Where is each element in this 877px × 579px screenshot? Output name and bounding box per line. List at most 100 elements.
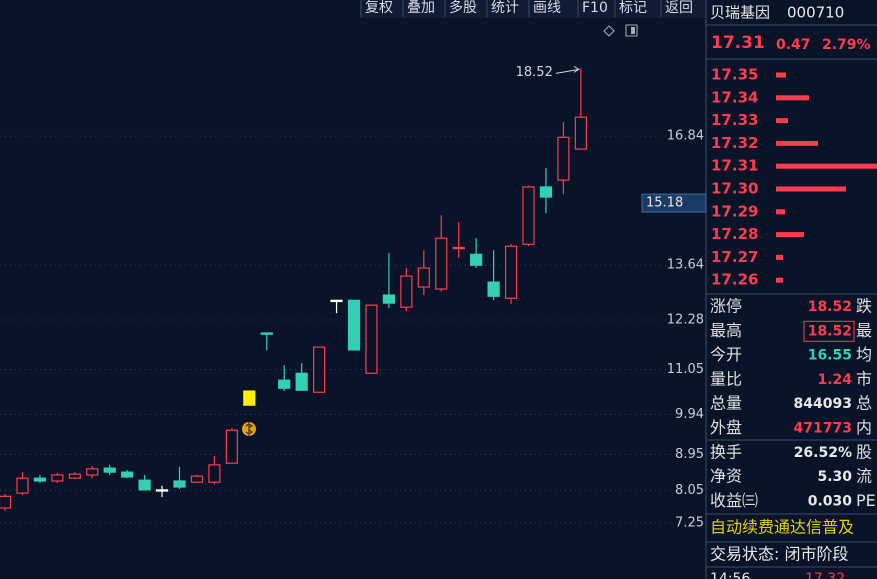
- candle-body: [539, 186, 553, 198]
- toolbar-button[interactable]: 返回: [665, 0, 693, 16]
- tick-time: 14:56: [710, 571, 750, 579]
- book-volume-bar: [776, 254, 783, 260]
- stat-label: 总量: [710, 394, 742, 413]
- candle-body: [86, 468, 99, 476]
- candle-body: [295, 372, 308, 391]
- candle-body: [347, 299, 361, 351]
- stat-label: 净资: [710, 467, 742, 486]
- cursor-box: [641, 193, 707, 213]
- stat-next: 流: [856, 467, 872, 486]
- candle-body: [313, 346, 326, 393]
- stat-next: 跌: [856, 297, 872, 316]
- trade-status: 交易状态: 闭市阶段: [710, 545, 848, 564]
- change-pct: 2.79%: [822, 37, 871, 53]
- candle-body: [330, 299, 343, 303]
- book-price: 17.34: [711, 88, 758, 106]
- stat-next: 最: [856, 321, 872, 340]
- candle-body: [121, 471, 134, 478]
- book-price: 17.35: [711, 66, 758, 84]
- book-volume-bar: [776, 118, 788, 124]
- stat-box: [803, 320, 855, 342]
- candle-body: [574, 116, 587, 150]
- stat-value: 471773: [794, 421, 852, 437]
- cursor-label: 15.18: [646, 196, 683, 211]
- book-price: 17.33: [711, 111, 758, 129]
- stat-label: 今开: [710, 345, 742, 364]
- stat-label: 涨停: [710, 297, 742, 316]
- stat-label: 量比: [710, 369, 742, 388]
- candle-body: [138, 479, 151, 491]
- stat-label: 收益㈢: [710, 491, 758, 510]
- stat-next: 市: [856, 369, 872, 388]
- stat-value: 16.55: [808, 348, 852, 364]
- book-price: 17.30: [711, 180, 758, 198]
- stat-value: 1.24: [817, 372, 852, 388]
- candle-body: [557, 136, 570, 181]
- candle-body: [365, 304, 378, 374]
- y-tick-label: 8.95: [675, 447, 704, 462]
- stat-value: 5.30: [817, 469, 852, 485]
- toolbar-button[interactable]: 画线: [533, 0, 561, 16]
- stat-next: 内: [856, 418, 872, 437]
- candle-body: [522, 186, 535, 245]
- stat-next: 均: [856, 345, 872, 364]
- stat-next: PE: [856, 491, 876, 510]
- y-tick-label: 12.28: [667, 313, 704, 328]
- toolbar-button[interactable]: 叠加: [407, 0, 435, 16]
- window-icon[interactable]: [625, 24, 638, 37]
- last-price: 17.31: [711, 33, 765, 53]
- toolbar-button[interactable]: 多股: [449, 0, 477, 16]
- money-icon: [242, 422, 256, 436]
- book-volume-bar: [776, 232, 804, 238]
- candle-body: [51, 474, 64, 482]
- candle-body: [208, 464, 221, 483]
- stat-value: 26.52%: [794, 445, 852, 461]
- candle-body: [225, 429, 238, 464]
- candle-body: [33, 477, 47, 482]
- stock-name: 贝瑞基因: [710, 4, 770, 22]
- ad-text[interactable]: 自动续费通达信普及: [710, 518, 854, 537]
- book-volume-bar: [776, 140, 818, 146]
- stat-label: 外盘: [710, 418, 742, 437]
- candle-body: [103, 467, 116, 473]
- candle-body: [190, 475, 204, 483]
- coin-sign: [245, 422, 254, 436]
- toolbar-button[interactable]: 统计: [491, 0, 519, 16]
- candle-body: [260, 332, 273, 335]
- stock-code: 000710: [787, 4, 844, 22]
- book-volume-bar: [776, 72, 786, 78]
- candle-body: [470, 253, 483, 266]
- book-volume-bar: [776, 95, 809, 101]
- candle-body: [243, 390, 256, 406]
- toolbar-button[interactable]: 标记: [619, 0, 647, 16]
- book-price: 17.29: [711, 202, 758, 220]
- stat-label: 最高: [710, 321, 742, 340]
- book-price: 17.32: [711, 134, 758, 152]
- candle-body: [435, 237, 448, 290]
- book-volume-bar: [776, 209, 785, 215]
- candle-body: [155, 489, 169, 492]
- candle-body: [504, 245, 518, 299]
- stat-label: 换手: [710, 442, 742, 461]
- y-tick-label: 11.05: [667, 362, 704, 377]
- toolbar-bg: [360, 0, 706, 18]
- candle-body: [400, 275, 413, 308]
- stat-next: 股: [856, 442, 872, 461]
- book-volume-bar: [776, 277, 783, 283]
- book-price: 17.31: [711, 157, 758, 175]
- toolbar-button[interactable]: F10: [582, 0, 608, 16]
- candle-body: [0, 495, 12, 509]
- book-price: 17.27: [711, 248, 758, 266]
- diamond-icon[interactable]: [603, 25, 615, 37]
- toolbar-button[interactable]: 复权: [365, 0, 393, 16]
- candle-body: [68, 473, 81, 479]
- book-price: 17.26: [711, 271, 758, 289]
- candle-body: [417, 267, 430, 288]
- candle-body: [382, 294, 395, 304]
- candle-body: [452, 246, 465, 250]
- stat-value: 0.030: [808, 493, 853, 509]
- change: 0.47: [776, 37, 811, 53]
- candle-body: [16, 477, 29, 494]
